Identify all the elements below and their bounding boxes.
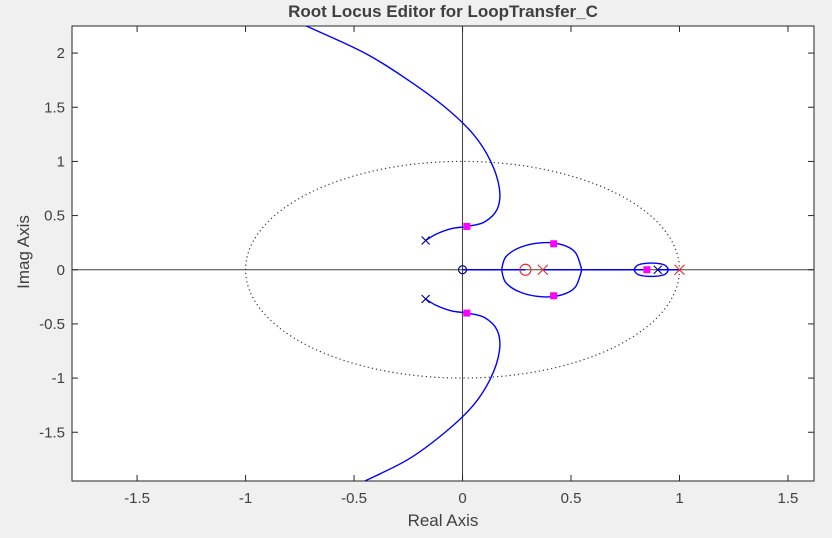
x-tick-label: -1 [239,490,252,507]
open-loop-pole-marker[interactable] [653,265,663,275]
closed-loop-pole-marker[interactable] [643,266,651,274]
locus-branch-oval-upper[interactable] [500,241,583,270]
y-tick-label: 2 [57,45,65,62]
x-tick-label: 0 [458,490,466,507]
closed-loop-pole-marker[interactable] [463,222,471,230]
y-tick-label: 1 [57,153,65,170]
compensator-pole-marker[interactable] [674,264,685,276]
y-tick-label: 0 [57,262,65,279]
compensator-zero-marker[interactable] [519,263,532,276]
locus-branch-oval-lower[interactable] [500,269,583,298]
locus-branch-small-oval-upper[interactable] [633,262,670,271]
y-tick-label: -1.5 [39,424,65,441]
x-axis-label: Real Axis [407,511,479,530]
y-tick-label: 0.5 [44,208,65,225]
x-tick-label: 1.5 [778,490,799,507]
y-axis-label: Imag Axis [14,215,33,289]
x-tick-label: 0.5 [561,490,582,507]
y-tick-label: -1 [52,370,65,387]
x-tick-label: -1.5 [124,490,150,507]
x-tick-label: -0.5 [341,490,367,507]
open-loop-pole-marker[interactable] [421,236,431,245]
y-tick-label: -0.5 [39,316,65,333]
plot-area[interactable] [71,25,815,482]
locus-branch-small-oval-lower[interactable] [633,269,670,278]
closed-loop-pole-marker[interactable] [550,240,558,248]
locus-branch-lower-complex[interactable] [364,298,501,481]
open-loop-zero-marker[interactable] [457,265,468,275]
open-loop-pole-marker[interactable] [421,294,431,304]
y-tick-label: 1.5 [44,99,65,116]
closed-loop-pole-marker[interactable] [550,292,558,300]
x-tick-label: 1 [675,490,683,507]
closed-loop-pole-marker[interactable] [463,309,471,317]
locus-branch-upper-complex[interactable] [306,26,501,242]
compensator-pole-marker[interactable] [537,264,549,276]
chart-title: Root Locus Editor for LoopTransfer_C [288,2,598,21]
